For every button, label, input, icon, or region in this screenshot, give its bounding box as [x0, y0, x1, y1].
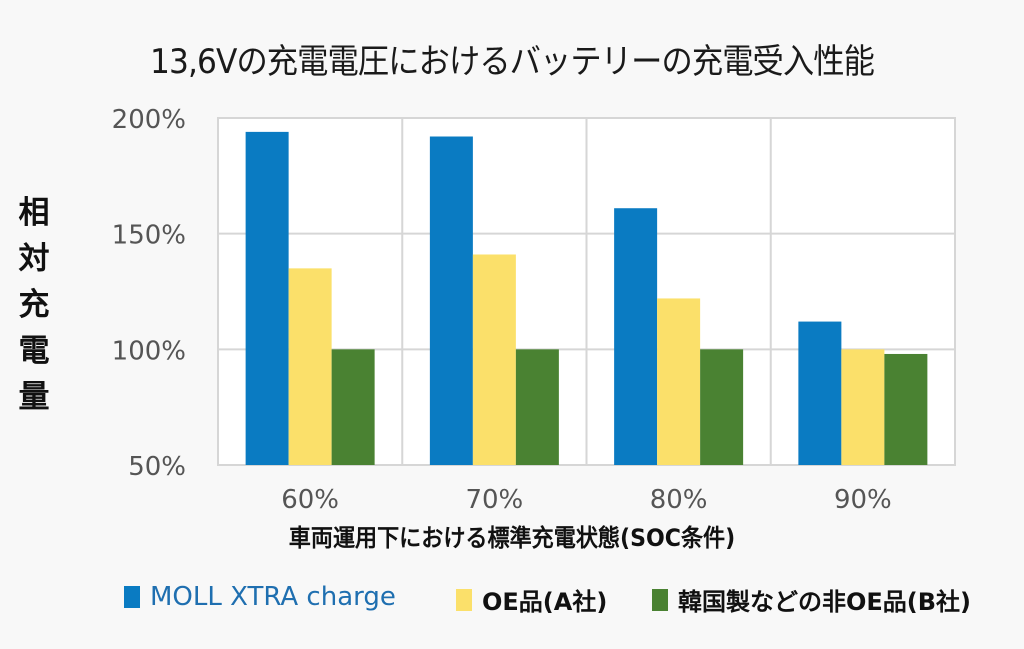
y-axis-label-char: 相	[18, 195, 50, 231]
legend-label: 韓国製などの非OE品(B社)	[678, 588, 972, 616]
bar-oe-60	[288, 268, 332, 465]
y-axis-label-char: 充	[18, 287, 50, 323]
chart-title: 13,6Vの充電電圧におけるバッテリーの充電受入性能	[149, 42, 875, 82]
bar-non-oe-90	[884, 353, 928, 465]
legend-label: OE品(A社)	[482, 588, 608, 616]
x-tick-label: 90%	[834, 485, 892, 515]
bar-moll-90	[798, 321, 842, 465]
bar-moll-80	[614, 208, 658, 465]
legend-item-non-oe: 韓国製などの非OE品(B社)	[652, 582, 971, 617]
bar-oe-70	[472, 254, 516, 465]
y-tick-label: 100%	[112, 336, 186, 366]
legend-label: MOLL XTRA charge	[150, 582, 396, 612]
bar-moll-60	[245, 131, 289, 465]
legend-item-oe: OE品(A社)	[456, 582, 607, 617]
x-axis-label: 車両運用下における標準充電状態(SOC条件)	[288, 524, 736, 552]
bar-non-oe-70	[515, 349, 559, 465]
x-tick-label: 70%	[465, 485, 523, 515]
legend-item-moll: MOLL XTRA charge	[124, 582, 396, 612]
bar-oe-80	[657, 298, 701, 465]
bar-moll-70	[429, 136, 473, 466]
bar-oe-90	[841, 349, 885, 465]
y-axis-label-char: 量	[18, 379, 50, 415]
legend-swatch-blue	[124, 586, 140, 608]
legend: MOLL XTRA charge OE品(A社) 韓国製などの非OE品(B社)	[0, 582, 1024, 618]
y-axis-label: 相 対 充 電 量	[14, 190, 54, 420]
x-tick-label: 60%	[281, 485, 339, 515]
y-tick-label: 50%	[128, 452, 186, 482]
legend-swatch-green	[652, 588, 668, 611]
y-axis-label-char: 対	[18, 241, 50, 277]
y-tick-label: 150%	[112, 221, 186, 251]
legend-swatch-yellow	[456, 588, 472, 611]
bar-non-oe-80	[700, 349, 744, 465]
bar-non-oe-60	[331, 349, 375, 465]
y-tick-label: 200%	[112, 105, 186, 135]
y-axis-label-char: 電	[18, 333, 50, 369]
x-tick-label: 80%	[650, 485, 708, 515]
